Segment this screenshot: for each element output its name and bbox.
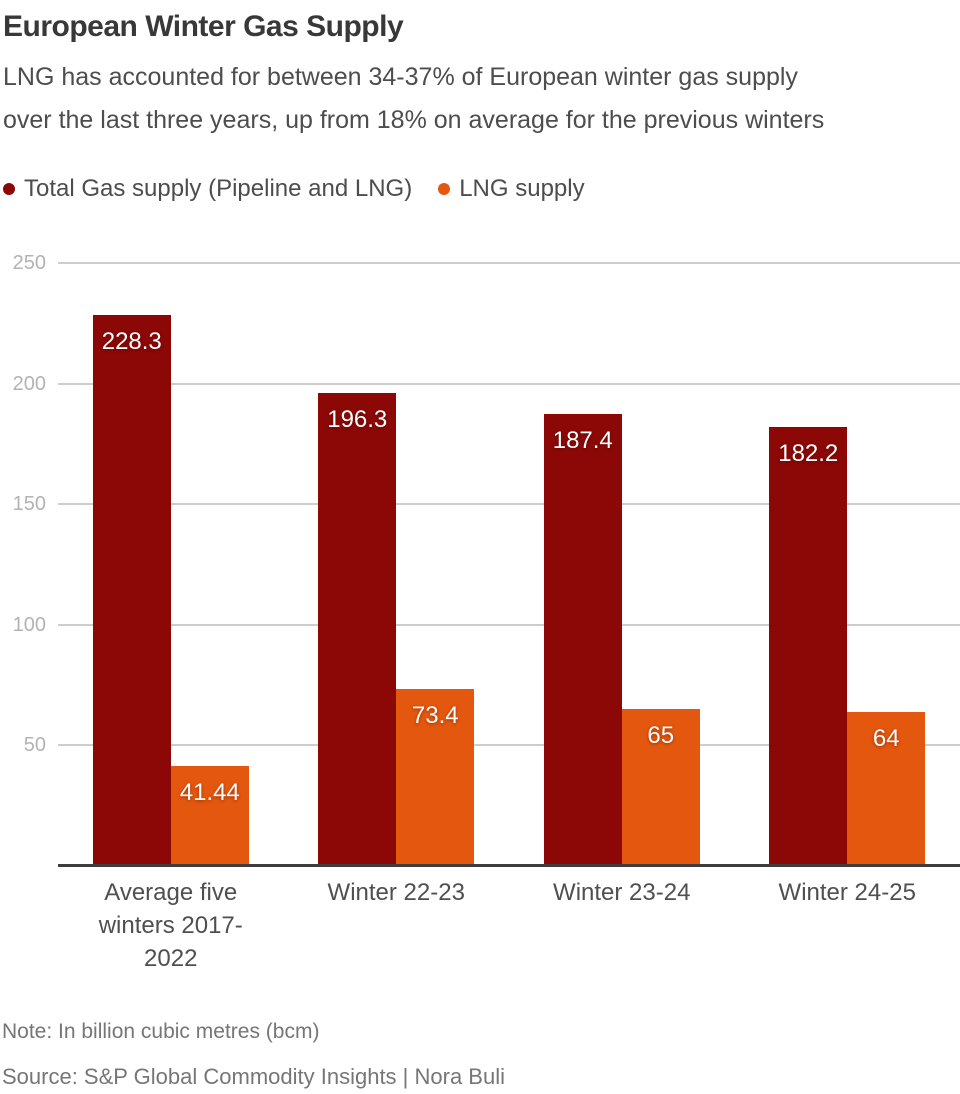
- gridline-150: [58, 503, 960, 506]
- chart-source: Source: S&P Global Commodity Insights | …: [2, 1064, 505, 1089]
- bar-total: 196.3: [318, 392, 397, 866]
- chart-note: Note: In billion cubic metres (bcm): [2, 1020, 320, 1043]
- y-tick-label: 200: [12, 372, 46, 395]
- gridline-100: [58, 623, 960, 626]
- bar-value-label: 196.3: [327, 405, 388, 433]
- y-tick-label: 250: [12, 252, 46, 274]
- chart-subtitle-line-2: over the last three years, up from 18% o…: [3, 106, 825, 134]
- legend-item-lng: LNG supply: [438, 175, 585, 203]
- legend-swatch-icon: [438, 183, 451, 195]
- bar-value-label: 228.3: [101, 328, 162, 356]
- bar-total: 182.2: [769, 426, 848, 866]
- y-tick-label: 150: [12, 493, 46, 516]
- bar-value-label: 65: [647, 722, 675, 750]
- legend-item-total: Total Gas supply (Pipeline and LNG): [3, 175, 412, 203]
- bar-lng: 64: [847, 711, 926, 866]
- y-tick-label: 50: [23, 734, 46, 757]
- bar-value-label: 182.2: [778, 439, 839, 467]
- x-category-label: Average five winters 2017-2022: [98, 879, 243, 972]
- x-category-label: Winter 22-23: [327, 879, 465, 906]
- legend-label: Total Gas supply (Pipeline and LNG): [24, 175, 413, 202]
- x-category-label: Winter 24-25: [778, 879, 916, 906]
- bar-total: 228.3: [92, 315, 171, 866]
- bar-lng: 65: [621, 709, 700, 866]
- bar-value-label: 73.4: [411, 701, 459, 729]
- chart-title: European Winter Gas Supply: [3, 10, 404, 43]
- gridline-200: [58, 382, 960, 385]
- bar-lng: 73.4: [396, 688, 475, 866]
- legend-label: LNG supply: [459, 175, 585, 202]
- x-axis-line: [58, 864, 960, 867]
- bar-lng: 41.44: [170, 766, 249, 866]
- chart-subtitle: LNG has accounted for between 34-37% of …: [3, 56, 958, 142]
- legend-swatch-icon: [3, 183, 15, 195]
- bar-value-label: 187.4: [552, 426, 613, 454]
- bar-value-label: 64: [872, 724, 900, 752]
- bar-total: 187.4: [543, 413, 622, 866]
- chart-subtitle-line-1: LNG has accounted for between 34-37% of …: [3, 63, 798, 91]
- y-tick-label: 100: [12, 613, 46, 636]
- gridline-50: [58, 744, 960, 747]
- bar-value-label: 41.44: [179, 779, 240, 807]
- gridline-250: [58, 262, 960, 264]
- legend: Total Gas supply (Pipeline and LNG) LNG s…: [3, 175, 585, 203]
- x-category-label: Winter 23-24: [553, 879, 691, 906]
